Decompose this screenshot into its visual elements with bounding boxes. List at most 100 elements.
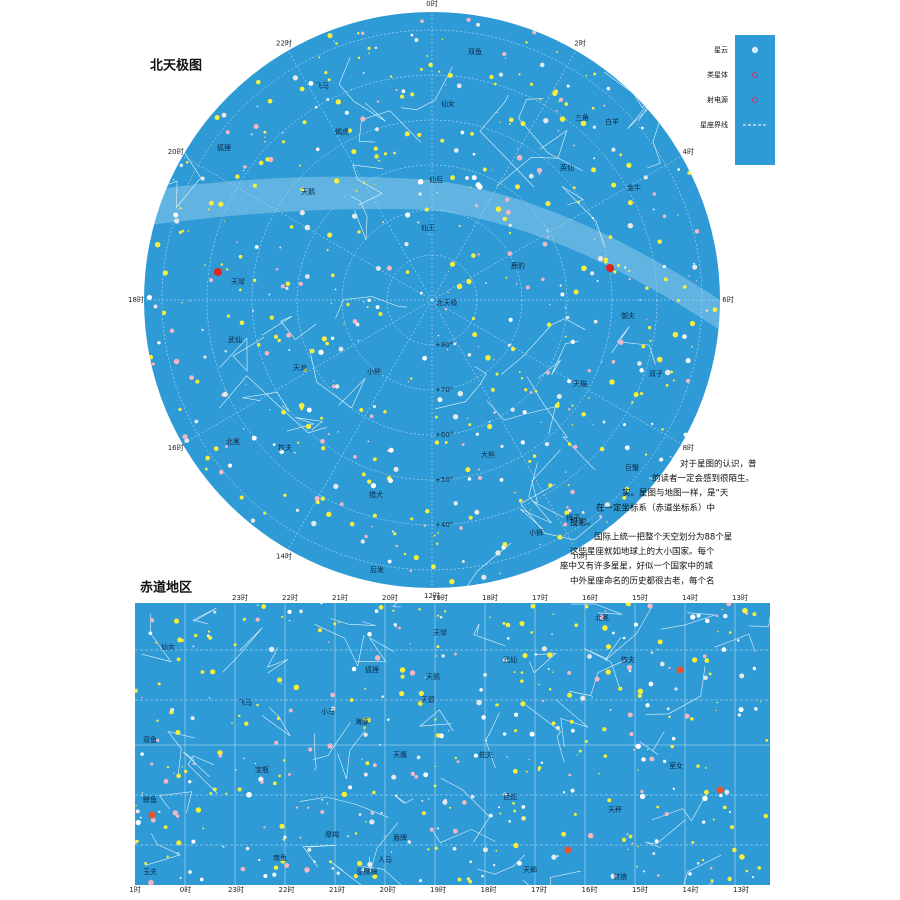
- star: [326, 511, 332, 518]
- hour-label: 12时: [424, 591, 440, 600]
- star: [304, 867, 310, 873]
- star: [645, 286, 649, 290]
- star: [267, 98, 273, 104]
- star: [617, 263, 620, 267]
- constellation-line: [392, 603, 401, 608]
- star: [691, 657, 698, 663]
- hour-label: 18时: [128, 295, 144, 304]
- star: [282, 838, 285, 841]
- star: [256, 343, 261, 347]
- star: [175, 729, 181, 735]
- star: [581, 412, 586, 417]
- star: [611, 147, 616, 152]
- hour-label: 20时: [168, 147, 184, 156]
- star: [688, 275, 690, 277]
- star: [552, 671, 554, 673]
- star: [518, 73, 521, 76]
- star: [299, 164, 302, 167]
- star: [647, 326, 652, 330]
- star: [374, 154, 379, 159]
- star: [708, 672, 712, 676]
- constellation-label: 仙女: [441, 99, 455, 108]
- star: [476, 699, 482, 706]
- star: [221, 112, 227, 118]
- star: [528, 173, 534, 179]
- hour-line: [287, 299, 433, 550]
- star: [154, 241, 161, 248]
- star: [391, 774, 397, 780]
- star: [441, 38, 444, 40]
- star: [435, 542, 439, 546]
- star: [253, 123, 259, 129]
- dec-circle: [296, 164, 568, 436]
- star: [520, 440, 525, 445]
- constellation-label: 鹿豹: [511, 261, 525, 270]
- star: [542, 241, 548, 247]
- legend-label: 类星体: [707, 70, 728, 79]
- star: [522, 704, 524, 706]
- star: [362, 181, 366, 184]
- star: [330, 273, 335, 278]
- star: [410, 33, 414, 37]
- star: [227, 463, 233, 468]
- star: [173, 618, 180, 624]
- star: [269, 409, 271, 411]
- star: [570, 339, 576, 344]
- star: [639, 793, 646, 800]
- star: [364, 687, 367, 690]
- star: [690, 717, 694, 721]
- star: [452, 414, 459, 420]
- star: [593, 157, 596, 160]
- star: [709, 866, 713, 870]
- star: [184, 438, 190, 443]
- star: [242, 617, 247, 622]
- star: [327, 33, 333, 39]
- star: [510, 346, 516, 352]
- star: [272, 443, 276, 446]
- star: [409, 670, 416, 676]
- star: [453, 501, 458, 506]
- star: [585, 74, 588, 77]
- star: [466, 278, 472, 285]
- star: [567, 670, 572, 675]
- star: [499, 121, 501, 123]
- star: [605, 644, 612, 650]
- star: [631, 401, 634, 404]
- constellation-line: [531, 449, 565, 518]
- star: [562, 791, 566, 794]
- star: [410, 517, 414, 521]
- star: [493, 411, 496, 414]
- star: [414, 37, 419, 43]
- star: [239, 320, 245, 326]
- star: [368, 52, 370, 54]
- constellation-label: 天鹰: [393, 750, 407, 759]
- star: [640, 789, 644, 794]
- constellation-label: 人马: [378, 856, 392, 864]
- star: [409, 569, 413, 573]
- star: [593, 319, 598, 324]
- star: [567, 408, 571, 411]
- star: [334, 384, 340, 389]
- star: [641, 344, 646, 349]
- star: [610, 873, 617, 879]
- star: [434, 765, 437, 768]
- star: [556, 855, 559, 857]
- star: [757, 866, 761, 870]
- star: [423, 524, 427, 527]
- hour-line: [182, 299, 433, 445]
- constellation-line: [555, 699, 589, 747]
- star: [273, 781, 277, 786]
- constellation-line: [261, 315, 317, 341]
- star: [387, 718, 390, 722]
- star: [369, 819, 375, 825]
- star: [703, 675, 708, 681]
- star: [522, 652, 528, 659]
- star: [499, 572, 501, 575]
- star: [643, 870, 645, 873]
- star: [317, 628, 322, 633]
- star: [737, 639, 740, 642]
- star: [288, 773, 291, 776]
- star: [222, 845, 225, 848]
- constellation-line: [526, 704, 565, 763]
- star: [166, 765, 170, 769]
